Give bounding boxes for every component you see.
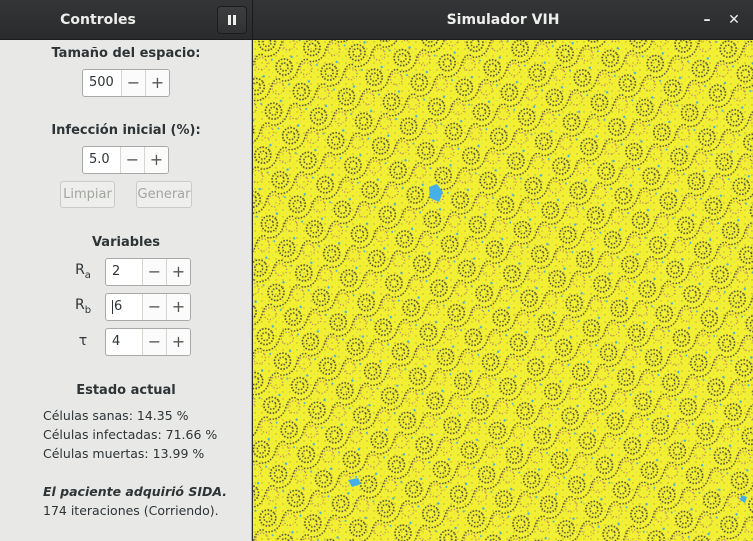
ra-subscript: a — [84, 269, 91, 281]
space-size-label: Tamaño del espacio: — [51, 46, 201, 61]
close-icon[interactable]: ✕ — [728, 12, 740, 28]
simulation-canvas[interactable] — [253, 40, 753, 541]
healthy-cluster — [348, 478, 361, 487]
space-size-increment-button[interactable]: + — [145, 70, 169, 96]
pause-icon-bar — [233, 15, 236, 25]
generate-button[interactable]: Generar — [136, 181, 192, 208]
rb-spinner[interactable]: 6 − + — [105, 293, 191, 321]
clear-button[interactable]: Limpiar — [60, 181, 115, 208]
rb-subscript: b — [84, 304, 92, 316]
rb-input[interactable]: 6 — [106, 294, 142, 320]
ra-decrement-button[interactable]: − — [142, 259, 166, 285]
state-title: Estado actual — [76, 383, 176, 398]
healthy-cells-text: Células sanas: 14.35 % — [43, 408, 189, 423]
rb-value: 6 — [114, 299, 123, 314]
initial-infection-increment-button[interactable]: + — [144, 147, 168, 173]
controls-sidebar: Tamaño del espacio: 500 − + Infección in… — [0, 40, 252, 541]
text-cursor — [112, 299, 113, 314]
cell-noise — [253, 40, 753, 541]
ra-spinner[interactable]: 2 − + — [105, 258, 191, 286]
tau-spinner[interactable]: 4 − + — [105, 328, 191, 356]
pause-button[interactable] — [217, 6, 247, 34]
iteration-count: 174 iteraciones (Corriendo). — [43, 503, 219, 518]
tau-label: τ — [78, 333, 88, 349]
ra-label: Ra — [68, 262, 98, 281]
initial-infection-label: Infección inicial (%): — [51, 123, 201, 138]
ra-symbol: R — [75, 262, 85, 278]
ra-input[interactable]: 2 — [112, 264, 121, 279]
pause-icon — [228, 15, 231, 25]
tau-decrement-button[interactable]: − — [142, 329, 166, 355]
infected-cells-text: Células infectadas: 71.66 % — [43, 427, 218, 442]
variables-title: Variables — [91, 235, 161, 250]
rb-symbol: R — [74, 297, 85, 313]
status-message: El paciente adquirió SIDA. — [43, 484, 228, 499]
initial-infection-input[interactable]: 5.0 — [89, 152, 110, 167]
sidebar-title: Controles — [60, 12, 136, 28]
rb-label: Rb — [68, 297, 98, 316]
simulation-grid — [253, 40, 753, 541]
header-separator — [252, 0, 253, 40]
healthy-cluster — [740, 495, 747, 503]
window-title: Simulador VIH — [446, 12, 560, 28]
initial-infection-decrement-button[interactable]: − — [120, 147, 144, 173]
tau-input[interactable]: 4 — [112, 334, 121, 349]
space-size-input[interactable]: 500 — [89, 75, 114, 90]
healthy-cluster — [429, 184, 443, 202]
initial-infection-spinner[interactable]: 5.0 − + — [82, 146, 169, 174]
tau-increment-button[interactable]: + — [166, 329, 190, 355]
minimize-icon[interactable]: – — [703, 12, 711, 28]
ra-increment-button[interactable]: + — [166, 259, 190, 285]
dead-cells-text: Células muertas: 13.99 % — [43, 446, 205, 461]
space-size-spinner[interactable]: 500 − + — [82, 69, 170, 97]
space-size-decrement-button[interactable]: − — [121, 70, 145, 96]
rb-decrement-button[interactable]: − — [142, 294, 166, 320]
header-bar: Controles Simulador VIH – ✕ — [0, 0, 753, 40]
rb-increment-button[interactable]: + — [166, 294, 190, 320]
